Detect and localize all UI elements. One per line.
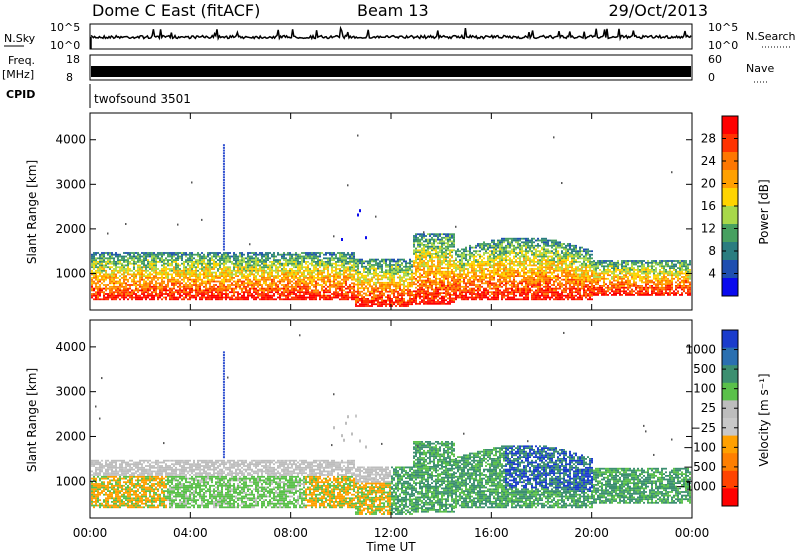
colorbar-swatch	[722, 260, 738, 279]
cpid-panel: CPID twofsound 3501	[6, 84, 191, 108]
nsearch-label: N.Search	[746, 30, 796, 43]
power-y-axis: 1000 2000 3000 4000	[55, 133, 692, 280]
nsky-tick-top: 10^5	[50, 21, 80, 34]
nsearch-tick-top: 10^5	[708, 21, 738, 34]
nave-tick-top: 60	[708, 53, 722, 66]
colorbar-tick-label: −500	[683, 460, 716, 474]
colorbar-tick-label: −25	[691, 421, 716, 435]
nsky-tick-bottom: 10^0	[50, 39, 80, 52]
colorbar-tick-label: 24	[701, 154, 716, 168]
colorbar-swatch	[722, 382, 738, 401]
colorbar-swatch	[722, 224, 738, 243]
y-tick-label: 1000	[55, 266, 86, 280]
freq-unit: [MHz]	[2, 68, 34, 81]
time-x-axis: 00:00 04:00 08:00 12:00 16:00 20:00 00:00	[73, 113, 710, 540]
x-tick-label: 16:00	[474, 526, 509, 540]
nsky-trace	[90, 25, 692, 42]
colorbar-swatch	[722, 278, 738, 297]
station-title: Dome C East (fitACF)	[92, 1, 260, 20]
cpid-label: CPID	[6, 88, 35, 101]
y-tick-label: 2000	[55, 222, 86, 236]
nsearch-tick-bottom: 10^0	[708, 39, 738, 52]
colorbar-swatch	[722, 435, 738, 454]
x-axis-label: Time UT	[365, 540, 416, 554]
velocity-colorbar: 1000 500 100 25 −25 −100 −500 −1000	[675, 329, 739, 507]
colorbar-swatch	[722, 347, 738, 366]
colorbar-tick-label: 20	[701, 177, 716, 191]
x-tick-label: 08:00	[273, 526, 308, 540]
colorbar-swatch	[722, 470, 738, 489]
y-tick-label: 3000	[55, 177, 86, 191]
colorbar-swatch	[722, 188, 738, 207]
power-colorbar-label: Power [dB]	[757, 179, 771, 244]
colorbar-swatch	[722, 365, 738, 384]
nsky-label: N.Sky	[4, 32, 36, 45]
freq-label: Freq.	[8, 54, 35, 67]
colorbar-tick-label: 12	[701, 222, 716, 236]
colorbar-tick-label: 8	[708, 244, 716, 258]
freq-panel: Freq. [MHz] 18 8 60 0 Nave	[2, 53, 774, 84]
power-colorbar: 28 24 20 16 12 8 4	[701, 115, 739, 297]
colorbar-swatch	[722, 242, 738, 261]
freq-tick-bottom: 8	[66, 71, 73, 84]
colorbar-swatch	[722, 170, 738, 189]
y-tick-label: 4000	[55, 133, 86, 147]
colorbar-tick-label: 25	[701, 401, 716, 415]
date-title: 29/Oct/2013	[608, 1, 708, 20]
colorbar-tick-label: −100	[683, 440, 716, 454]
colorbar-swatch	[722, 453, 738, 472]
power-ylabel: Slant Range [km]	[25, 160, 39, 264]
power-panel: 1000 2000 3000 4000 Slant Range [km]	[25, 112, 693, 311]
colorbar-swatch	[722, 400, 738, 419]
beam-title: Beam 13	[357, 1, 429, 20]
y-tick-label: 3000	[55, 385, 86, 399]
colorbar-swatch	[722, 116, 738, 135]
colorbar-swatch	[722, 488, 738, 507]
cpid-value: twofsound 3501	[94, 92, 191, 106]
colorbar-tick-label: 4	[708, 267, 716, 281]
velocity-ylabel: Slant Range [km]	[25, 368, 39, 472]
velocity-panel: 1000 2000 3000 4000 Slant Range [km]	[25, 319, 693, 519]
freq-band	[91, 66, 691, 77]
nave-tick-bottom: 0	[708, 71, 715, 84]
power-scatter	[91, 134, 691, 307]
colorbar-swatch	[722, 134, 738, 153]
colorbar-swatch	[722, 152, 738, 171]
x-tick-label: 00:00	[675, 526, 710, 540]
y-tick-label: 4000	[55, 340, 86, 354]
colorbar-swatch	[722, 418, 738, 437]
x-tick-label: 00:00	[73, 526, 108, 540]
colorbar-tick-label: 1000	[685, 343, 716, 357]
colorbar-tick-label: 16	[701, 199, 716, 213]
colorbar-tick-label: −1000	[675, 479, 716, 493]
colorbar-swatch	[722, 330, 738, 349]
y-tick-label: 2000	[55, 429, 86, 443]
velocity-scatter	[91, 331, 691, 515]
nave-label: Nave	[746, 62, 774, 75]
y-tick-label: 1000	[55, 474, 86, 488]
colorbar-tick-label: 28	[701, 132, 716, 146]
x-tick-label: 04:00	[173, 526, 208, 540]
colorbar-swatch	[722, 206, 738, 225]
velocity-y-axis: 1000 2000 3000 4000	[55, 340, 692, 488]
x-tick-label: 20:00	[574, 526, 609, 540]
colorbar-tick-label: 100	[693, 382, 716, 396]
nsky-panel: N.Sky 10^5 10^0 10^5 10^0 N.Search	[4, 21, 796, 52]
colorbar-tick-label: 500	[693, 362, 716, 376]
freq-tick-top: 18	[66, 53, 80, 66]
velocity-colorbar-label: Velocity [m s⁻¹]	[757, 373, 771, 466]
x-tick-label: 12:00	[374, 526, 409, 540]
